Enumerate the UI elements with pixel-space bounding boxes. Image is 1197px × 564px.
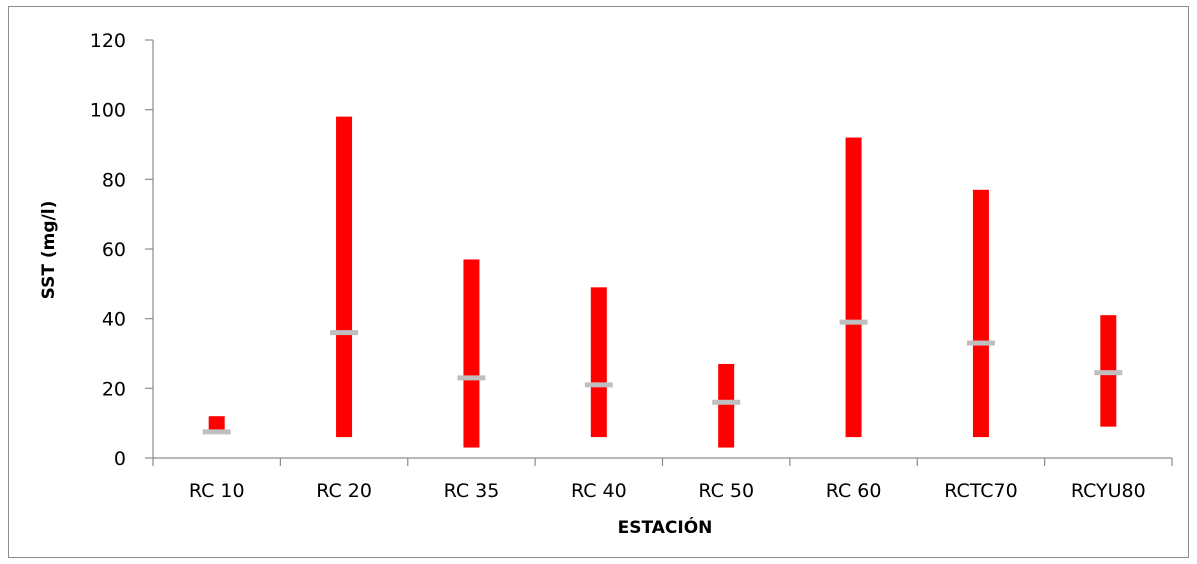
y-tick-label: 60 xyxy=(102,239,126,261)
median-marker xyxy=(712,399,741,405)
median-marker xyxy=(330,330,359,336)
range-bar xyxy=(845,137,862,438)
x-axis-title: ESTACIÓN xyxy=(618,516,713,538)
x-tick-label: RCTC70 xyxy=(944,480,1017,502)
x-tick-label: RCYU80 xyxy=(1071,480,1146,502)
median-marker xyxy=(839,319,868,325)
median-marker xyxy=(1094,370,1123,376)
median-marker xyxy=(202,429,231,435)
x-tick-label: RC 10 xyxy=(189,480,245,502)
y-axis-title: SST (mg/l) xyxy=(39,201,59,300)
x-axis: RC 10 RC 20 RC 35 RC 40 RC 50 RC 60 RCTC70 RCYU… xyxy=(152,457,1173,502)
y-tick-label: 40 xyxy=(102,309,126,331)
range-bar xyxy=(972,189,989,438)
x-tick-label: RC 60 xyxy=(826,480,882,502)
x-tick-label: RC 35 xyxy=(444,480,500,502)
median-markers xyxy=(202,319,1123,435)
range-bar xyxy=(463,259,480,448)
range-bar xyxy=(208,416,225,434)
y-axis: 0 20 40 60 80 100 120 xyxy=(90,30,154,470)
x-tick-label: RC 50 xyxy=(698,480,754,502)
range-bar xyxy=(590,287,607,438)
median-marker xyxy=(457,375,486,381)
range-bar xyxy=(718,363,735,448)
x-tick-label: RC 40 xyxy=(571,480,627,502)
x-tick-label: RC 20 xyxy=(316,480,372,502)
range-bars xyxy=(208,116,1117,448)
chart-frame xyxy=(8,6,1189,558)
median-marker xyxy=(966,340,995,346)
median-marker xyxy=(584,382,613,388)
y-tick-label: 120 xyxy=(90,30,126,52)
y-tick-label: 80 xyxy=(102,169,126,191)
y-tick-label: 100 xyxy=(90,100,126,122)
range-bar xyxy=(336,116,353,438)
y-tick-label: 0 xyxy=(114,448,126,470)
y-tick-label: 20 xyxy=(102,378,126,400)
